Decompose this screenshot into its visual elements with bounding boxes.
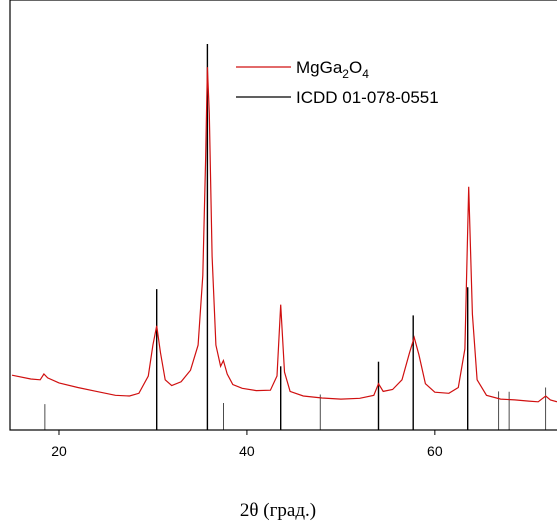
x-axis-title: 2θ (град.) — [240, 500, 316, 521]
reference-sticks — [44, 44, 547, 430]
x-tick-label: 40 — [239, 443, 255, 459]
x-tick-label: 60 — [427, 443, 443, 459]
x-tick-label: 20 — [51, 443, 67, 459]
legend-label-measured: MgGa2O4 — [296, 58, 369, 81]
plot-frame — [9, 0, 557, 431]
legend-label-reference: ICDD 01-078-0551 — [296, 88, 439, 107]
x-axis-ticks: 20 40 60 — [51, 430, 443, 459]
legend: MgGa2O4 ICDD 01-078-0551 — [236, 58, 439, 107]
measured-profile — [11, 67, 557, 403]
